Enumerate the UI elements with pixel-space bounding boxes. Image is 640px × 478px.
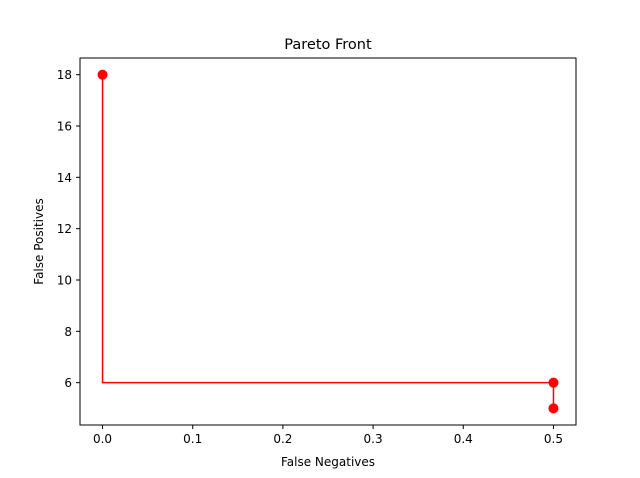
chart-title: Pareto Front — [284, 37, 372, 53]
y-tick-label: 14 — [57, 171, 72, 185]
x-tick-label: 0.3 — [364, 432, 383, 446]
x-tick-label: 0.0 — [93, 432, 112, 446]
y-axis: 6 8 10 12 14 16 18 — [57, 68, 80, 390]
y-tick-label: 12 — [57, 222, 72, 236]
data-point-marker — [97, 69, 108, 80]
y-tick-label: 16 — [57, 120, 72, 134]
plot-area — [97, 69, 559, 414]
x-tick-label: 0.4 — [454, 432, 473, 446]
x-tick-label: 0.1 — [183, 432, 202, 446]
y-axis-title: False Positives — [32, 198, 46, 284]
axes-frame — [79, 57, 577, 426]
y-tick-label: 6 — [64, 376, 72, 390]
y-tick-label: 18 — [57, 68, 72, 82]
data-point-marker — [548, 403, 559, 414]
x-tick-label: 0.2 — [273, 432, 292, 446]
x-axis: 0.0 0.1 0.2 0.3 0.4 0.5 — [93, 425, 563, 446]
y-tick-label: 10 — [57, 273, 72, 287]
x-axis-title: False Negatives — [281, 455, 375, 469]
series-line — [101, 74, 555, 409]
data-point-marker — [548, 377, 559, 388]
x-tick-label: 0.5 — [544, 432, 563, 446]
y-tick-label: 8 — [64, 325, 72, 339]
